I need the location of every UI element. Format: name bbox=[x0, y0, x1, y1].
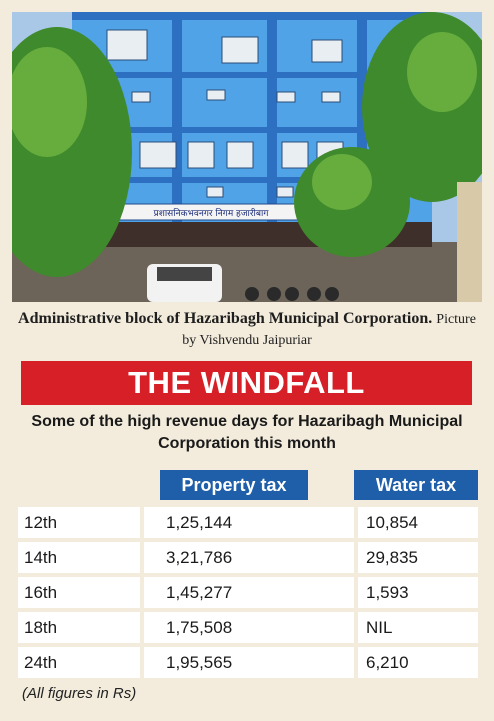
banner-title: THE WINDFALL bbox=[21, 361, 472, 405]
property-cell: 1,25,144 bbox=[144, 507, 354, 538]
day-cell: 18th bbox=[18, 612, 140, 643]
water-cell: 29,835 bbox=[358, 542, 478, 573]
table-row: 16th 1,45,277 1,593 bbox=[18, 577, 478, 608]
building-illustration: प्रशासनिकभवनगर निगम हजारीबाग bbox=[12, 12, 482, 302]
header-water-tax: Water tax bbox=[354, 470, 478, 500]
photo-caption: Administrative block of Hazaribagh Munic… bbox=[12, 309, 482, 351]
table-row: 12th 1,25,144 10,854 bbox=[18, 507, 478, 538]
table-row: 18th 1,75,508 NIL bbox=[18, 612, 478, 643]
header-property-tax: Property tax bbox=[160, 470, 308, 500]
property-cell: 1,45,277 bbox=[144, 577, 354, 608]
table-row: 24th 1,95,565 6,210 bbox=[18, 647, 478, 678]
footnote: (All figures in Rs) bbox=[22, 685, 137, 702]
property-cell: 3,21,786 bbox=[144, 542, 354, 573]
building-photo: प्रशासनिकभवनगर निगम हजारीबाग bbox=[12, 12, 482, 302]
water-cell: NIL bbox=[358, 612, 478, 643]
table-row: 14th 3,21,786 29,835 bbox=[18, 542, 478, 573]
property-cell: 1,95,565 bbox=[144, 647, 354, 678]
caption-main: Administrative block of Hazaribagh Munic… bbox=[18, 310, 433, 327]
signboard-text: प्रशासनिकभवनगर निगम हजारीबाग bbox=[154, 207, 270, 219]
day-cell: 12th bbox=[18, 507, 140, 538]
day-cell: 24th bbox=[18, 647, 140, 678]
water-cell: 10,854 bbox=[358, 507, 478, 538]
caption-credit: Picture by Vishvendu Jaipuriar bbox=[182, 312, 476, 348]
water-cell: 1,593 bbox=[358, 577, 478, 608]
day-cell: 14th bbox=[18, 542, 140, 573]
day-cell: 16th bbox=[18, 577, 140, 608]
subtitle: Some of the high revenue days for Hazari… bbox=[31, 413, 463, 452]
water-cell: 6,210 bbox=[358, 647, 478, 678]
property-cell: 1,75,508 bbox=[144, 612, 354, 643]
